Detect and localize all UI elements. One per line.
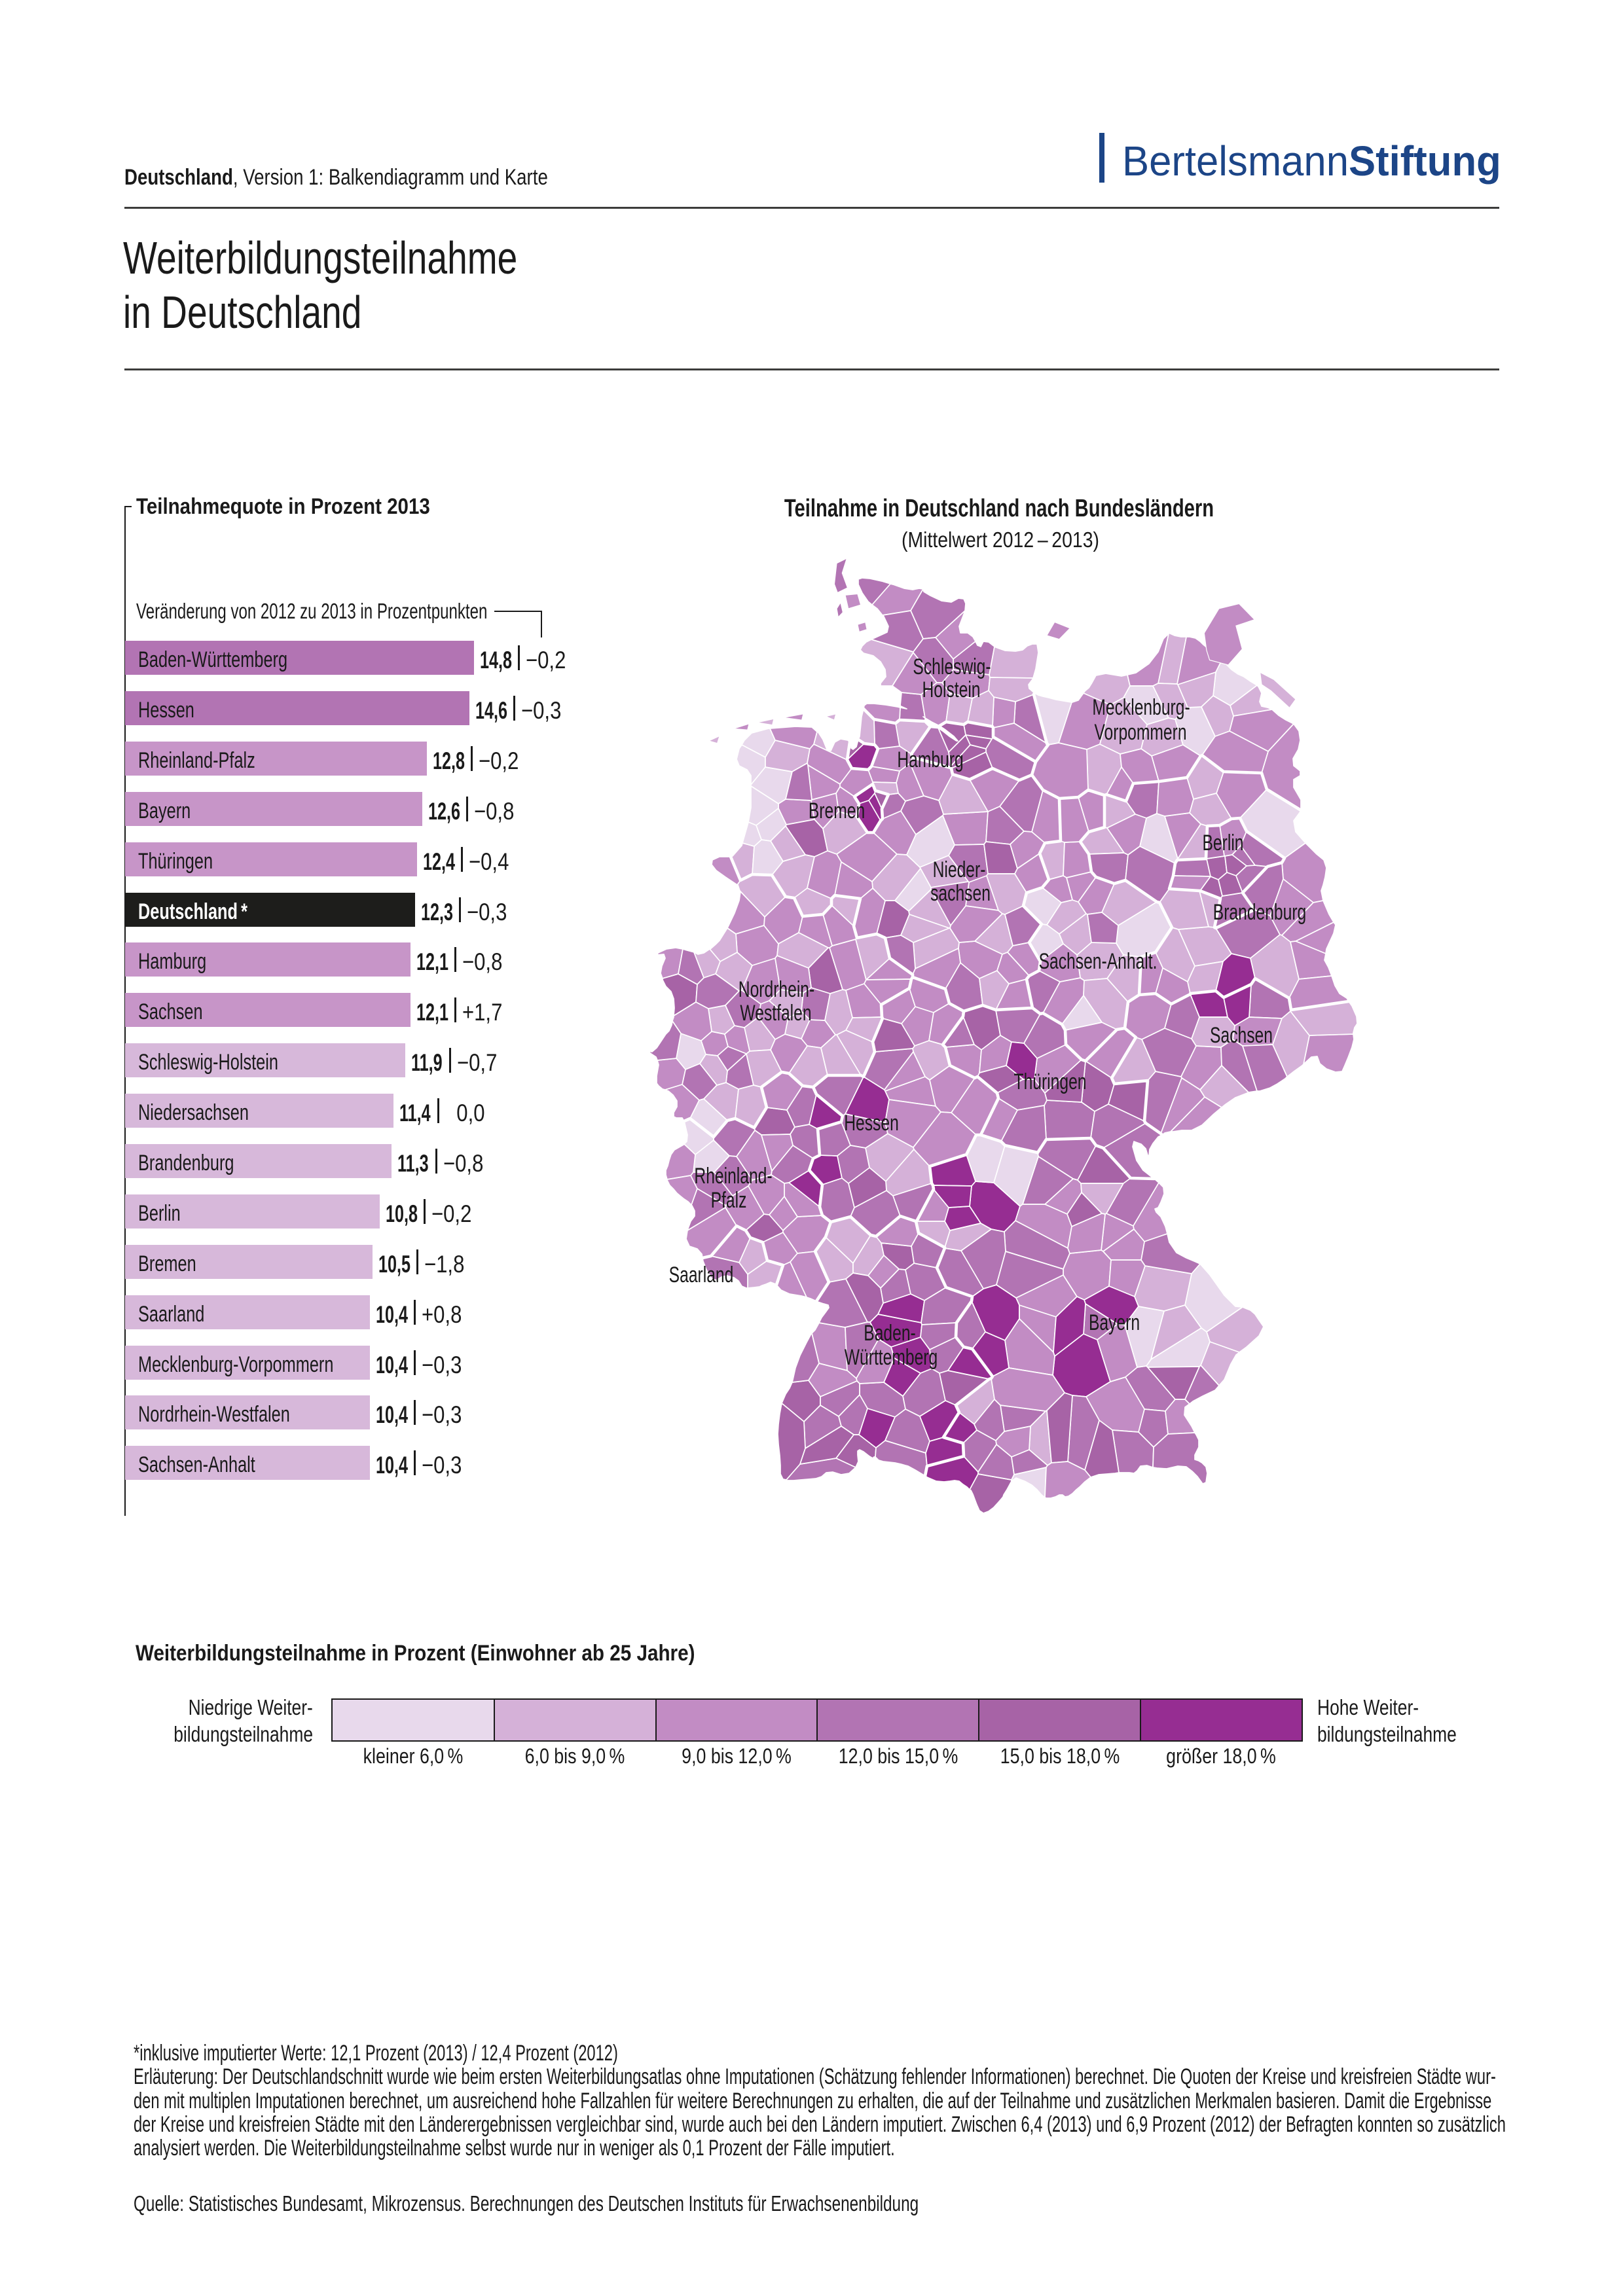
svg-text:Westfalen: Westfalen bbox=[740, 1001, 811, 1026]
svg-text:Sachsen: Sachsen bbox=[1210, 1023, 1273, 1048]
svg-text:Nieder-: Nieder- bbox=[933, 857, 986, 882]
svg-text:Württemberg: Württemberg bbox=[845, 1345, 938, 1370]
svg-text:Baden-: Baden- bbox=[864, 1321, 915, 1346]
svg-text:Schleswig-: Schleswig- bbox=[913, 655, 991, 679]
svg-text:Mecklenburg-: Mecklenburg- bbox=[1092, 695, 1190, 720]
svg-text:Bremen: Bremen bbox=[809, 798, 865, 823]
svg-text:Berlin: Berlin bbox=[1202, 831, 1243, 855]
svg-text:Holstein: Holstein bbox=[922, 677, 980, 702]
svg-text:Hessen: Hessen bbox=[844, 1111, 899, 1136]
svg-text:Nordrhein-: Nordrhein- bbox=[739, 977, 814, 1002]
svg-text:Pfalz: Pfalz bbox=[711, 1188, 747, 1213]
svg-text:Hamburg: Hamburg bbox=[897, 747, 963, 772]
svg-text:Bayern: Bayern bbox=[1089, 1310, 1140, 1335]
svg-text:Brandenburg: Brandenburg bbox=[1213, 900, 1307, 925]
svg-text:Rheinland-: Rheinland- bbox=[694, 1164, 772, 1189]
svg-text:sachsen: sachsen bbox=[930, 881, 991, 906]
svg-text:Thüringen: Thüringen bbox=[1014, 1069, 1087, 1094]
svg-text:Saarland: Saarland bbox=[669, 1263, 734, 1287]
svg-text:Sachsen-Anhalt.: Sachsen-Anhalt. bbox=[1039, 949, 1158, 974]
svg-text:Vorpommern: Vorpommern bbox=[1094, 720, 1186, 745]
